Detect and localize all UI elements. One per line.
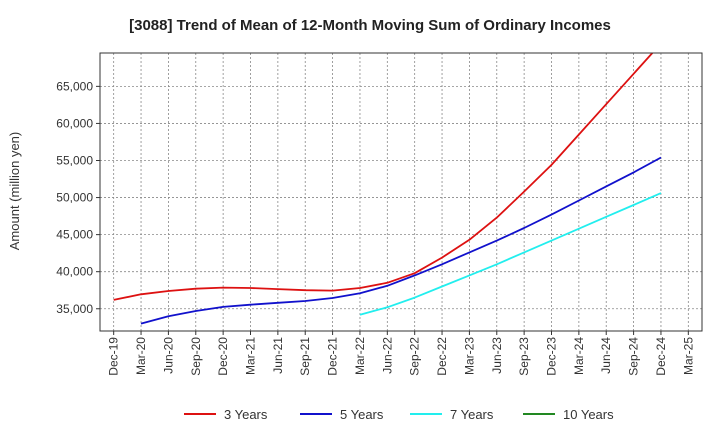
x-tick-label: Jun-20 [161, 337, 175, 374]
y-tick-label: 40,000 [56, 265, 93, 279]
x-tick-label: Sep-22 [408, 337, 422, 376]
x-tick-label: Jun-23 [490, 337, 504, 374]
legend-label: 3 Years [224, 407, 268, 422]
grid [100, 53, 702, 331]
series-line-7-years [359, 192, 662, 316]
x-tick-label: Mar-24 [572, 337, 586, 375]
x-tick-label: Jun-22 [380, 337, 394, 374]
y-axis-ticks: 35,000 40,000 45,000 50,000 55,000 60,000 65,0… [56, 79, 100, 316]
series-line-5-years [140, 156, 662, 325]
series-lines [113, 53, 662, 325]
y-tick-label: 45,000 [56, 228, 93, 242]
y-tick-label: 55,000 [56, 153, 93, 167]
x-tick-label: Dec-21 [326, 337, 340, 376]
legend-label: 7 Years [450, 407, 494, 422]
y-axis-label: Amount (million yen) [7, 132, 22, 251]
y-tick-label: 50,000 [56, 191, 93, 205]
x-tick-label: Sep-23 [517, 337, 531, 376]
x-tick-label: Sep-24 [627, 337, 641, 376]
legend-label: 5 Years [340, 407, 384, 422]
x-tick-label: Dec-24 [654, 337, 668, 376]
legend-label: 10 Years [563, 407, 614, 422]
x-tick-label: Mar-20 [134, 337, 148, 375]
x-tick-label: Jun-24 [599, 337, 613, 374]
x-tick-label: Mar-21 [244, 337, 258, 375]
plot-area-frame [99, 52, 703, 332]
y-tick-label: 65,000 [56, 79, 93, 93]
chart-title: [3088] Trend of Mean of 12-Month Moving … [129, 17, 611, 34]
x-tick-label: Mar-25 [681, 337, 695, 375]
x-tick-label: Mar-22 [353, 337, 367, 375]
x-tick-label: Mar-23 [462, 337, 476, 375]
x-tick-label: Dec-19 [107, 337, 121, 376]
legend: 3 Years 5 Years 7 Years 10 Years [184, 407, 614, 422]
x-tick-label: Dec-22 [435, 337, 449, 376]
x-tick-label: Jun-21 [271, 337, 285, 374]
series-line-3-years [113, 53, 654, 301]
x-tick-label: Sep-21 [298, 337, 312, 376]
x-tick-label: Dec-20 [216, 337, 230, 376]
x-tick-label: Sep-20 [189, 337, 203, 376]
x-axis-ticks: Dec-19 Mar-20 Jun-20 Sep-20 Dec-20 Mar-21 Jun-… [107, 331, 695, 376]
x-tick-label: Dec-23 [545, 337, 559, 376]
y-tick-label: 35,000 [56, 302, 93, 316]
y-tick-label: 60,000 [56, 116, 93, 130]
